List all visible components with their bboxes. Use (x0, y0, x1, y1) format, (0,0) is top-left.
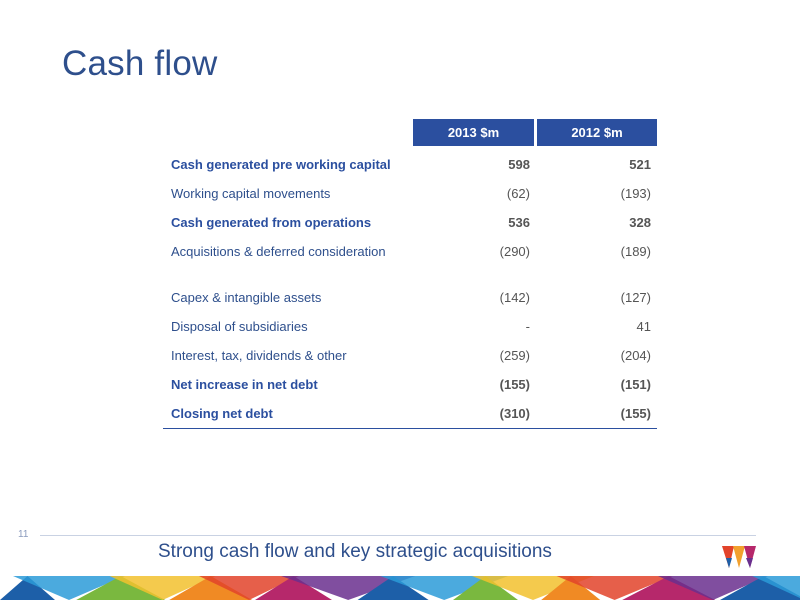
band-segment (357, 576, 429, 600)
column-header-2013: 2013 $m (413, 119, 534, 146)
row-label: Cash generated pre working capital (171, 157, 391, 172)
row-label: Acquisitions & deferred consideration (171, 244, 386, 259)
value-2012: (155) (620, 406, 651, 421)
value-2012: (204) (620, 348, 651, 363)
decorative-color-band (0, 576, 800, 600)
table-row: Interest, tax, dividends & other (259) (20… (163, 341, 657, 370)
table-row: Disposal of subsidiaries - 41 (163, 312, 657, 341)
row-label: Working capital movements (171, 186, 331, 201)
value-2013: 598 (508, 157, 530, 172)
value-2013: (62) (506, 186, 530, 201)
band-segment (13, 576, 125, 600)
slide-tagline: Strong cash flow and key strategic acqui… (158, 541, 552, 562)
band-segment (169, 576, 253, 600)
row-label: Closing net debt (171, 406, 273, 421)
table-header-row: 2013 $m 2012 $m (163, 119, 657, 146)
value-2013: 536 (508, 215, 530, 230)
value-2013: (155) (499, 377, 530, 392)
header-spacer (163, 119, 409, 146)
value-2013: (290) (499, 244, 530, 259)
band-segment (541, 576, 601, 600)
value-2013: (259) (499, 348, 530, 363)
band-segment (380, 576, 509, 600)
column-header-2012: 2012 $m (537, 119, 657, 146)
value-2012: (189) (620, 244, 651, 259)
band-segment (658, 576, 768, 600)
table-row: Closing net debt (310) (155) (163, 399, 657, 428)
band-segment (76, 576, 166, 600)
table-row: Net increase in net debt (155) (151) (163, 370, 657, 399)
row-label: Cash generated from operations (171, 215, 372, 230)
value-2012: 521 (629, 157, 651, 172)
value-2013: (142) (499, 290, 530, 305)
tricolor-w-logo-icon (722, 546, 756, 568)
slide-title: Cash flow (62, 44, 218, 83)
row-label: Capex & intangible assets (171, 290, 322, 305)
table-row: Working capital movements (62) (193) (163, 179, 657, 208)
band-segment (453, 576, 518, 600)
cash-flow-table: 2013 $m 2012 $m Cash generated pre worki… (163, 119, 657, 429)
row-label: Interest, tax, dividends & other (171, 348, 347, 363)
footer-divider (40, 535, 756, 536)
page-number: 11 (18, 529, 29, 540)
band-segment (720, 576, 800, 600)
value-2012: (151) (620, 377, 651, 392)
band-segment (255, 576, 332, 600)
band-segment (556, 576, 673, 600)
band-segment (752, 576, 800, 599)
value-2013: - (525, 319, 530, 334)
band-segment (281, 576, 416, 600)
value-2012: 41 (636, 319, 651, 334)
band-segment (199, 576, 299, 600)
value-2012: (193) (620, 186, 651, 201)
row-label: Net increase in net debt (171, 377, 318, 392)
value-2012: (127) (620, 290, 651, 305)
band-segment (109, 576, 216, 600)
band-segment (622, 576, 716, 600)
band-segment (0, 576, 55, 600)
table-row: Capex & intangible assets (142) (127) (163, 283, 657, 312)
table-row: Acquisitions & deferred consideration (29… (163, 237, 657, 283)
table-row: Cash generated from operations 536 328 (163, 208, 657, 237)
row-label: Disposal of subsidiaries (171, 319, 308, 334)
table-row: Cash generated pre working capital 598 521 (163, 150, 657, 179)
table-body: Cash generated pre working capital 598 521… (163, 150, 657, 429)
value-2012: 328 (629, 215, 651, 230)
value-2013: (310) (499, 406, 530, 421)
